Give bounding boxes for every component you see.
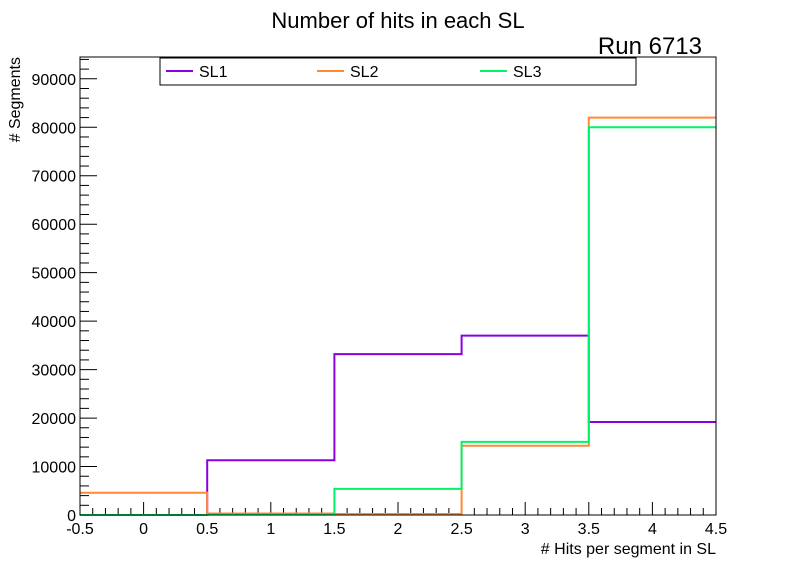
- y-tick-label: 10000: [32, 460, 77, 477]
- y-tick-label: 40000: [32, 314, 77, 331]
- y-tick-label: 80000: [32, 120, 77, 137]
- run-annotation: Run 6713: [598, 33, 702, 60]
- x-tick-label: -0.5: [66, 521, 94, 538]
- x-tick-label: 3.5: [578, 521, 600, 538]
- x-tick-label: 0.5: [196, 521, 218, 538]
- y-axis-label: # Segments: [7, 57, 24, 142]
- legend-label-sl2: SL2: [350, 64, 379, 81]
- legend-label-sl3: SL3: [513, 64, 542, 81]
- plot-frame: [79, 56, 717, 516]
- x-tick-label: 4: [648, 521, 657, 538]
- legend-label-sl1: SL1: [199, 64, 228, 81]
- legend-box: [159, 57, 637, 86]
- y-tick-label: 60000: [32, 217, 77, 234]
- chart-title: Number of hits in each SL: [271, 8, 524, 33]
- x-axis-label: # Hits per segment in SL: [541, 541, 716, 558]
- y-tick-label: 50000: [32, 266, 77, 283]
- y-tick-label: 0: [67, 508, 76, 525]
- x-tick-label: 0: [139, 521, 148, 538]
- x-tick-label: 4.5: [705, 521, 727, 538]
- y-tick-label: 30000: [32, 363, 77, 380]
- x-tick-label: 1: [266, 521, 275, 538]
- x-tick-label: 2: [394, 521, 403, 538]
- y-tick-label: 70000: [32, 169, 77, 186]
- legend: SL1 SL2 SL3: [159, 57, 637, 86]
- x-tick-label: 3: [521, 521, 530, 538]
- y-tick-label: 90000: [32, 72, 77, 89]
- x-tick-label: 1.5: [323, 521, 345, 538]
- y-tick-label: 20000: [32, 411, 77, 428]
- x-tick-label: 2.5: [450, 521, 472, 538]
